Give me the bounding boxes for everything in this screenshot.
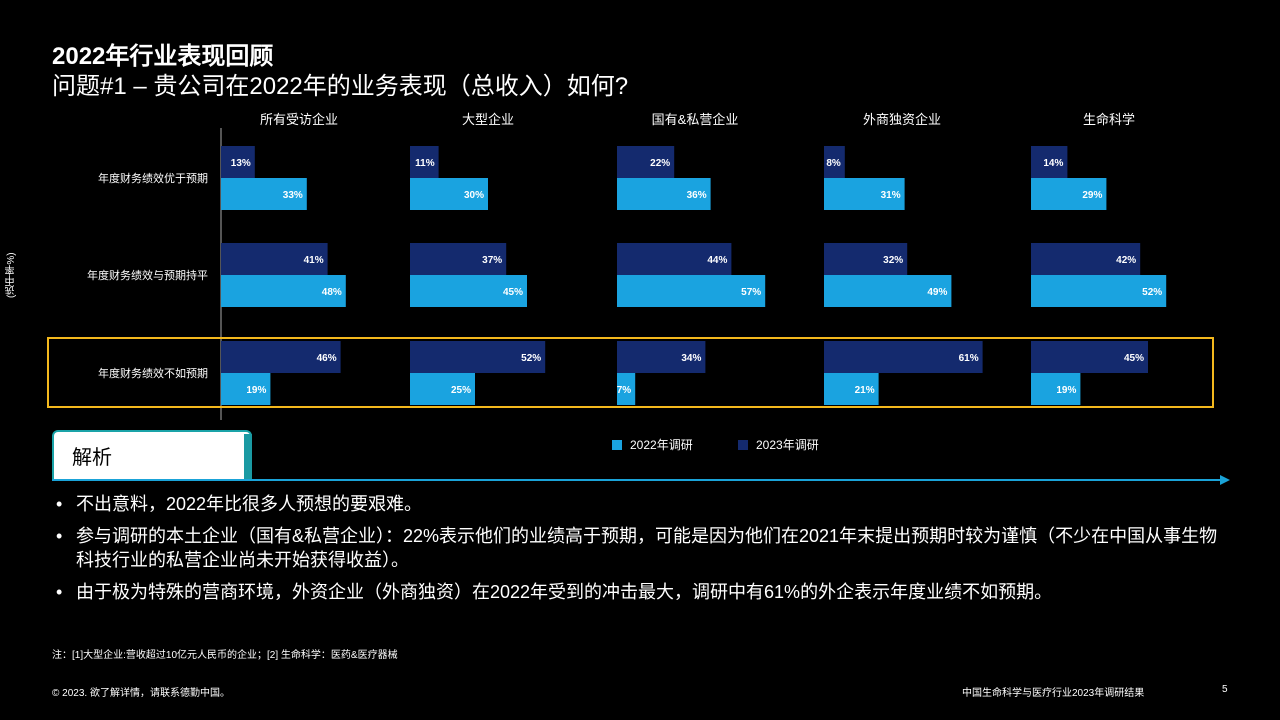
bar-2022 xyxy=(617,373,636,405)
legend-swatch-2022 xyxy=(612,439,622,450)
data-label: 21% xyxy=(855,385,875,396)
data-label: 32% xyxy=(883,255,903,266)
bar-2023 xyxy=(824,243,908,275)
bar-2022 xyxy=(221,373,271,405)
page-subtitle: 问题#1 – 贵公司在2022年的业务表现（总收入）如何? xyxy=(52,73,629,100)
legend-label-2023: 2023年调研 xyxy=(756,438,819,452)
bar-2022 xyxy=(824,275,952,307)
bullet-item: 参与调研的本土企业（国有&私营企业）：22%表示他们的业绩高于预期，可能是因为他… xyxy=(52,524,1232,572)
data-label: 41% xyxy=(304,255,324,266)
bar-2022 xyxy=(824,373,879,405)
copyright: © 2023. 欲了解详情，请联系德勤中国。 xyxy=(52,688,230,699)
data-label: 34% xyxy=(681,353,701,364)
footnote: 注：[1]大型企业:营收超过10亿元人民币的企业；[2] 生命科学：医药&医疗器… xyxy=(52,650,398,661)
legend-swatch-2023 xyxy=(738,439,748,450)
legend-label-2022: 2022年调研 xyxy=(630,438,693,452)
data-label: 8% xyxy=(826,158,841,169)
bullet-item: 由于极为特殊的营商环境，外资企业（外商独资）在2022年受到的冲击最大，调研中有… xyxy=(52,580,1232,604)
legend-item-2022: 2022年调研 xyxy=(612,436,693,453)
data-label: 52% xyxy=(521,353,541,364)
bar-2022 xyxy=(1031,275,1167,307)
data-label: 30% xyxy=(464,190,484,201)
bar-2023 xyxy=(410,243,507,275)
bar-2022 xyxy=(410,178,488,210)
page-title: 2022年行业表现回顾 xyxy=(52,43,274,70)
analysis-tab: 解析 xyxy=(54,436,244,480)
category-label: 年度财务绩效不如预期 xyxy=(98,366,208,380)
arrow-icon xyxy=(1220,475,1230,485)
bar-2022 xyxy=(824,178,905,210)
report-name: 中国生命科学与医疗行业2023年调研结果 xyxy=(962,688,1145,699)
bar-2022 xyxy=(617,178,711,210)
data-label: 19% xyxy=(1056,385,1076,396)
bar-2023 xyxy=(824,146,845,178)
data-label: 29% xyxy=(1082,190,1102,201)
category-label: 年度财务绩效与预期持平 xyxy=(87,268,208,282)
data-label: 48% xyxy=(322,287,342,298)
data-label: 22% xyxy=(650,158,670,169)
data-label: 57% xyxy=(741,287,761,298)
data-label: 36% xyxy=(687,190,707,201)
data-label: 49% xyxy=(927,287,947,298)
highlight-box xyxy=(47,337,1214,408)
data-label: 25% xyxy=(451,385,471,396)
bar-2023 xyxy=(617,146,675,178)
bar-2023 xyxy=(1031,243,1141,275)
bar-2023 xyxy=(617,341,706,373)
data-label: 33% xyxy=(283,190,303,201)
bar-2023 xyxy=(1031,146,1068,178)
bar-2023 xyxy=(617,243,732,275)
data-label: 13% xyxy=(231,158,251,169)
analysis-tab-shadow xyxy=(244,434,252,480)
legend-item-2023: 2023年调研 xyxy=(738,436,819,453)
bar-chart: 所有受访企业 大型企业 国有&私营企业 外商独资企业 生命科学年度财务绩效优于预期年度财… xyxy=(87,112,1167,420)
data-label: 14% xyxy=(1043,158,1063,169)
data-label: 37% xyxy=(482,255,502,266)
analysis-divider xyxy=(52,479,1222,481)
data-label: 42% xyxy=(1116,255,1136,266)
bar-2022 xyxy=(410,275,527,307)
data-label: 31% xyxy=(881,190,901,201)
bar-2022 xyxy=(221,178,307,210)
data-label: 11% xyxy=(415,158,435,169)
category-label: 年度财务绩效优于预期 xyxy=(98,171,208,185)
data-label: 19% xyxy=(246,385,266,396)
analysis-bullets: 不出意料，2022年比很多人预想的要艰难。 参与调研的本土企业（国有&私营企业）… xyxy=(52,492,1232,612)
group-header: 外商独资企业 xyxy=(863,112,941,127)
bar-2023 xyxy=(824,341,983,373)
data-label: 52% xyxy=(1142,287,1162,298)
page-number: 5 xyxy=(1222,684,1228,695)
bar-2023 xyxy=(1031,341,1148,373)
bar-2023 xyxy=(410,146,439,178)
bar-2023 xyxy=(221,341,341,373)
group-header: 国有&私营企业 xyxy=(652,112,739,127)
data-label: 46% xyxy=(317,353,337,364)
data-label: 44% xyxy=(707,255,727,266)
bar-2023 xyxy=(221,146,255,178)
group-header: 大型企业 xyxy=(462,112,514,127)
bar-2022 xyxy=(221,275,346,307)
group-header: 生命科学 xyxy=(1083,112,1135,127)
data-label: 7% xyxy=(617,385,632,396)
bar-2022 xyxy=(1031,178,1107,210)
group-header: 所有受访企业 xyxy=(260,112,338,127)
bar-2023 xyxy=(410,341,546,373)
bar-2022 xyxy=(1031,373,1081,405)
data-label: 45% xyxy=(503,287,523,298)
bar-2023 xyxy=(221,243,328,275)
bar-2022 xyxy=(617,275,766,307)
bullet-item: 不出意料，2022年比很多人预想的要艰难。 xyxy=(52,492,1232,516)
bar-2022 xyxy=(410,373,475,405)
data-label: 45% xyxy=(1124,353,1144,364)
data-label: 61% xyxy=(959,353,979,364)
